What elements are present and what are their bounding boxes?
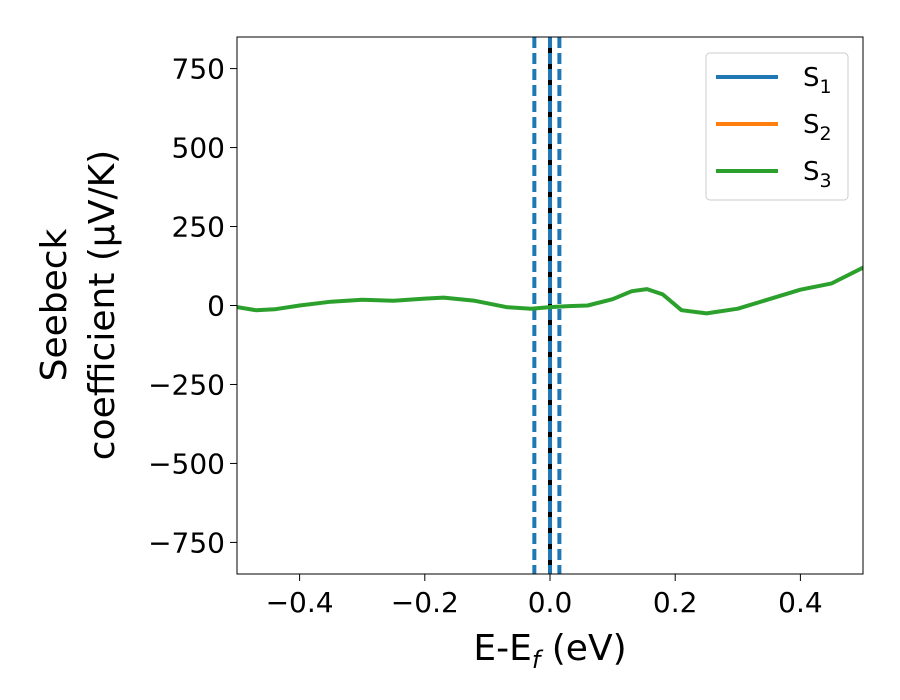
y-tick-label: 250 bbox=[172, 211, 225, 244]
y-tick-label: 500 bbox=[172, 132, 225, 165]
x-tick-label: −0.2 bbox=[391, 586, 459, 619]
x-tick-label: 0.4 bbox=[778, 586, 823, 619]
x-axis-ticks: −0.4 −0.2 0.0 0.2 0.4 bbox=[266, 574, 823, 619]
legend-label-S1: S1 bbox=[803, 63, 832, 98]
series-lines bbox=[237, 265, 863, 316]
legend: S1 S2 S3 bbox=[705, 52, 849, 201]
x-tick-label: 0.0 bbox=[528, 586, 573, 619]
x-axis-label-unit: (eV) bbox=[540, 628, 626, 669]
y-tick-label: 0 bbox=[207, 290, 225, 323]
y-axis-label: Seebeck coefficient (μV/K) bbox=[34, 150, 123, 460]
x-tick-label: 0.2 bbox=[653, 586, 698, 619]
y-axis-label-line2: coefficient (μV/K) bbox=[82, 150, 123, 460]
y-tick-label: 750 bbox=[172, 53, 225, 86]
y-tick-label: −250 bbox=[148, 368, 225, 401]
x-axis-label: E-Ef (eV) bbox=[473, 628, 626, 674]
y-tick-label: −500 bbox=[148, 447, 225, 480]
y-axis-label-line1: Seebeck bbox=[34, 228, 75, 381]
series-line-S3 bbox=[237, 265, 863, 316]
legend-label-S3: S3 bbox=[803, 157, 832, 192]
legend-label-S2: S2 bbox=[803, 110, 832, 145]
y-axis-ticks: 750 500 250 0 −250 −500 −750 bbox=[148, 53, 237, 559]
x-tick-label: −0.4 bbox=[266, 586, 334, 619]
legend-frame bbox=[705, 52, 849, 201]
y-tick-label: −750 bbox=[148, 526, 225, 559]
